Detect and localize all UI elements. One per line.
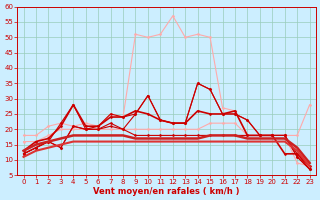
X-axis label: Vent moyen/en rafales ( km/h ): Vent moyen/en rafales ( km/h ) [93,187,240,196]
